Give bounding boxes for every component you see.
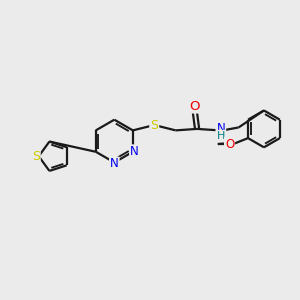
- Text: N: N: [130, 145, 139, 158]
- Text: H: H: [217, 131, 225, 141]
- Text: O: O: [189, 100, 200, 112]
- Text: O: O: [225, 138, 234, 151]
- Text: S: S: [32, 150, 40, 163]
- Text: N: N: [110, 158, 119, 170]
- Text: S: S: [150, 118, 158, 131]
- Text: N: N: [217, 122, 225, 135]
